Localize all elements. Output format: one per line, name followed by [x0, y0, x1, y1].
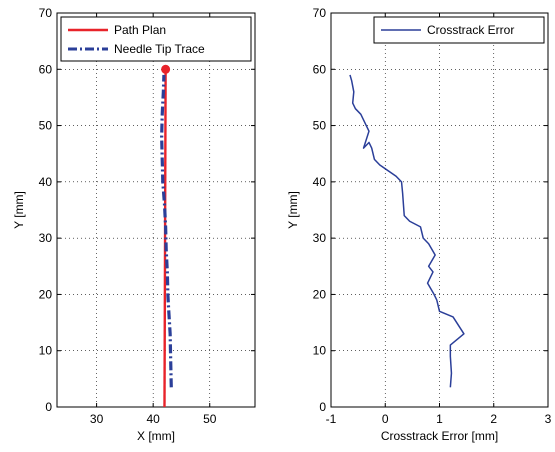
series-line-1 [349, 74, 465, 388]
y-tick-label: 40 [39, 175, 53, 189]
y-tick-label: 60 [313, 62, 327, 76]
y-tick-label: 30 [313, 231, 327, 245]
x-axis-label: Crosstrack Error [mm] [381, 429, 498, 443]
y-tick-label: 0 [45, 400, 52, 414]
y-tick-label: 50 [313, 119, 327, 133]
x-tick-label: 3 [545, 412, 552, 426]
x-tick-label: 50 [203, 412, 217, 426]
y-tick-label: 30 [39, 231, 53, 245]
y-tick-label: 10 [39, 344, 53, 358]
y-axis-label: Y [mm] [286, 191, 300, 229]
y-tick-label: 20 [313, 287, 327, 301]
y-axis-label: Y [mm] [12, 191, 26, 229]
x-tick-label: 40 [146, 412, 160, 426]
legend-label: Crosstrack Error [427, 23, 514, 37]
y-tick-label: 20 [39, 287, 53, 301]
x-axis-label: X [mm] [137, 429, 175, 443]
series-end-marker [161, 64, 171, 74]
y-tick-label: 50 [39, 119, 53, 133]
legend-label: Path Plan [114, 23, 166, 37]
x-tick-label: 1 [436, 412, 443, 426]
y-tick-label: 0 [319, 400, 326, 414]
legend: Path Plan Needle Tip Trace [60, 16, 252, 62]
y-tick-label: 70 [313, 6, 327, 20]
series-line-2 [160, 74, 173, 388]
x-tick-label: 30 [90, 412, 104, 426]
y-tick-label: 70 [39, 6, 53, 20]
legend-label: Needle Tip Trace [114, 42, 205, 56]
x-tick-label: 0 [382, 412, 389, 426]
plot-area [56, 12, 256, 408]
x-tick-label: 2 [490, 412, 497, 426]
y-tick-label: 40 [313, 175, 327, 189]
y-tick-label: 10 [313, 344, 327, 358]
legend: Crosstrack Error [373, 16, 545, 44]
chart-1: 30 40 50 0 10 20 30 40 50 60 70 X [mm] Y [mm] Path Pl… [12, 6, 256, 443]
legend-box [60, 16, 252, 62]
y-tick-label: 60 [39, 62, 53, 76]
x-tick-label: -1 [326, 412, 337, 426]
